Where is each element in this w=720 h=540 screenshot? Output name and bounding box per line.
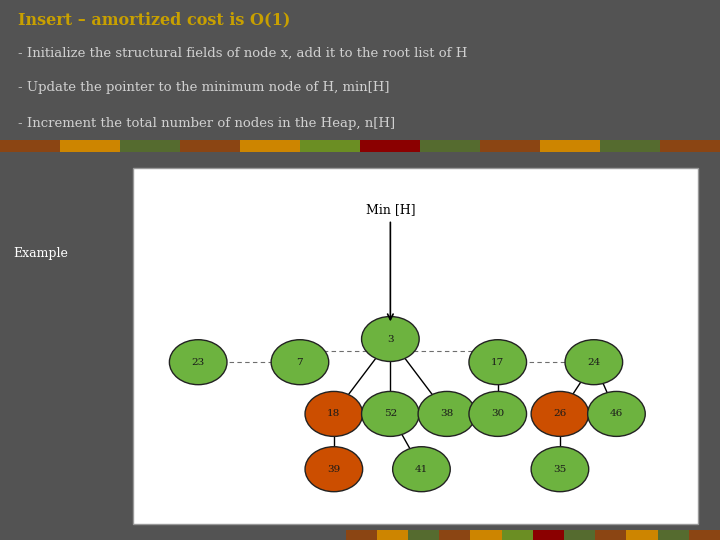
Text: 30: 30 — [491, 409, 505, 418]
Ellipse shape — [361, 392, 419, 436]
Bar — [657, 530, 689, 540]
Bar — [600, 140, 660, 152]
Bar — [60, 140, 120, 152]
Ellipse shape — [469, 340, 526, 384]
Ellipse shape — [531, 392, 589, 436]
Bar — [533, 530, 564, 540]
Ellipse shape — [531, 447, 589, 492]
Ellipse shape — [565, 340, 623, 384]
Ellipse shape — [169, 340, 227, 384]
Text: Min [H]: Min [H] — [366, 204, 415, 217]
Ellipse shape — [588, 392, 645, 436]
Bar — [439, 530, 470, 540]
Ellipse shape — [271, 340, 329, 384]
Text: 35: 35 — [553, 465, 567, 474]
Bar — [480, 140, 540, 152]
Ellipse shape — [469, 392, 526, 436]
Bar — [564, 530, 595, 540]
Text: - Initialize the structural fields of node x, add it to the root list of H: - Initialize the structural fields of no… — [18, 46, 467, 59]
Text: 52: 52 — [384, 409, 397, 418]
Bar — [360, 140, 420, 152]
Text: 18: 18 — [327, 409, 341, 418]
Bar — [180, 140, 240, 152]
Ellipse shape — [305, 392, 363, 436]
Ellipse shape — [361, 316, 419, 361]
Ellipse shape — [305, 447, 363, 492]
Text: 46: 46 — [610, 409, 623, 418]
Bar — [626, 530, 657, 540]
Bar — [133, 168, 698, 524]
Bar — [660, 140, 720, 152]
Bar — [689, 530, 720, 540]
Text: - Increment the total number of nodes in the Heap, n[H]: - Increment the total number of nodes in… — [18, 117, 395, 130]
Bar — [408, 530, 439, 540]
Bar — [240, 140, 300, 152]
Text: 24: 24 — [588, 357, 600, 367]
Text: 7: 7 — [297, 357, 303, 367]
Bar — [120, 140, 180, 152]
Text: Insert – amortized cost is O(1): Insert – amortized cost is O(1) — [18, 11, 290, 28]
Text: 23: 23 — [192, 357, 204, 367]
Text: 3: 3 — [387, 334, 394, 343]
Bar — [0, 140, 60, 152]
Ellipse shape — [392, 447, 450, 492]
Text: 17: 17 — [491, 357, 505, 367]
Text: 38: 38 — [440, 409, 454, 418]
Text: 26: 26 — [553, 409, 567, 418]
Bar — [300, 140, 360, 152]
Bar — [595, 530, 626, 540]
Bar — [540, 140, 600, 152]
Bar — [470, 530, 502, 540]
Text: 39: 39 — [327, 465, 341, 474]
Ellipse shape — [418, 392, 476, 436]
Bar — [377, 530, 408, 540]
Text: Example: Example — [13, 247, 68, 260]
Bar — [420, 140, 480, 152]
Bar — [502, 530, 533, 540]
Bar — [346, 530, 377, 540]
Text: 41: 41 — [415, 465, 428, 474]
Text: - Update the pointer to the minimum node of H, min[H]: - Update the pointer to the minimum node… — [18, 82, 390, 94]
